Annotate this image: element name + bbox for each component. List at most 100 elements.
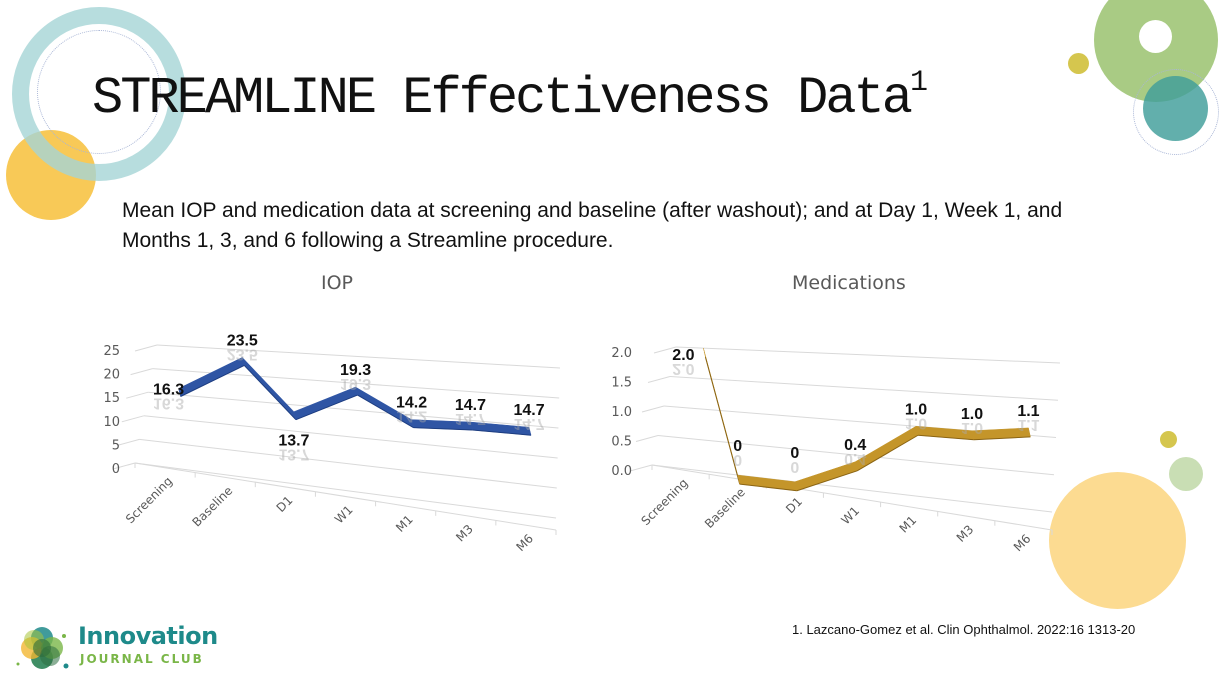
series-ribbon-edge [180, 364, 245, 397]
data-label-reflection: 1.1 [1017, 416, 1039, 433]
gridline [156, 344, 561, 369]
iop-chart-title: IOP [321, 272, 354, 294]
data-label: 14.2 [396, 395, 427, 412]
x-category-label: M3 [954, 522, 977, 545]
y-tick-label: 0.5 [611, 435, 632, 450]
deco-dotted-ring-left [37, 30, 161, 154]
data-label: 14.7 [455, 397, 486, 414]
deco-pale-green-circle [1169, 457, 1203, 491]
gridline-side [653, 346, 677, 354]
series-ribbon-edge [704, 357, 741, 485]
medications-chart: 0.0 0.5 1.0 1.5 2.0 Screening Baseline D1 W1 M1 M3… [611, 346, 1061, 555]
data-label-reflection: 14.2 [396, 408, 427, 425]
medications-chart-title: Medications [792, 272, 906, 294]
gridline [657, 435, 1055, 476]
y-tick-label: 1.0 [611, 405, 632, 420]
x-category-label: M1 [393, 512, 416, 535]
data-label: 1.0 [961, 406, 983, 423]
data-label-reflection: 14.7 [455, 410, 486, 427]
gridline [139, 438, 557, 489]
gridline-side [134, 344, 158, 352]
y-tick-label: 1.5 [611, 376, 632, 391]
slide-title-text: STREAMLINE Effectiveness Data [92, 69, 913, 128]
y-tick-label: 0.0 [611, 464, 632, 479]
x-axis-line [651, 464, 1053, 531]
data-label: 0.4 [844, 437, 866, 454]
gridline-side [629, 464, 653, 472]
data-label: 16.3 [153, 382, 184, 399]
series-ribbon-edge [856, 434, 919, 472]
y-tick-label: 0 [112, 462, 120, 477]
x-category-label: Screening [638, 476, 690, 528]
iop-chart: 0 5 10 15 20 25 Screening Baseline D1 W1 M1 M3 M6 16.… [103, 332, 561, 554]
series-ribbon-edge [917, 434, 975, 441]
data-label-reflection: 2.0 [672, 360, 694, 377]
gridline-side [112, 462, 136, 470]
y-tick-label: 25 [103, 344, 120, 359]
data-label-reflection: 0 [733, 451, 742, 468]
data-label: 1.1 [1017, 403, 1039, 420]
series-ribbon-edge [357, 394, 414, 429]
x-category-label: M6 [1011, 532, 1034, 555]
series-ribbon-edge [973, 436, 1031, 441]
footnote-citation: 1. Lazcano-Gomez et al. Clin Ophthalmol.… [792, 622, 1136, 637]
gridline [675, 346, 1061, 364]
gridline [143, 415, 558, 459]
series-ribbon-edge [472, 429, 532, 436]
gridline [651, 464, 1053, 513]
x-category-label: D1 [783, 494, 805, 516]
innovation-journal-club-logo: Innovation JOURNAL CLUB [12, 620, 222, 676]
data-label-reflection: 23.5 [227, 345, 258, 362]
data-label: 14.7 [513, 402, 544, 419]
gridline-side [126, 391, 149, 399]
x-category-label: Baseline [189, 484, 235, 530]
data-label: 2.0 [672, 347, 694, 364]
slide-subtitle: Mean IOP and medication data at screenin… [122, 199, 1063, 252]
data-label-reflection: 1.0 [961, 419, 983, 436]
x-category-label: D1 [274, 493, 296, 515]
data-label: 23.5 [227, 332, 258, 349]
gridline-side [647, 376, 671, 383]
series-ribbon-edge [243, 365, 297, 421]
x-category-label: Baseline [702, 485, 748, 531]
deco-white-hole [1139, 20, 1172, 53]
deco-olive-dot-bottom [1160, 431, 1177, 448]
series-ribbon-edge [739, 483, 797, 492]
data-label-reflection: 0 [790, 458, 799, 475]
deco-olive-dot-top [1068, 53, 1089, 74]
x-category-label: W1 [838, 504, 862, 528]
gridline [134, 462, 557, 519]
y-tick-label: 20 [103, 368, 120, 383]
series-ribbon-edge [413, 427, 473, 431]
data-label-reflection: 0.4 [844, 450, 866, 467]
data-label-reflection: 14.7 [513, 415, 544, 432]
series-ribbon-edge [796, 470, 858, 492]
y-tick-label: 10 [103, 415, 120, 430]
y-tick-label: 5 [112, 438, 120, 453]
data-label-reflection: 1.0 [905, 414, 927, 431]
data-label-reflection: 19.3 [340, 375, 371, 392]
data-label-reflection: 13.7 [278, 446, 309, 463]
data-label: 0 [790, 445, 799, 462]
y-tick-label: 2.0 [611, 346, 632, 361]
gridline-side [641, 405, 665, 413]
data-label: 0 [733, 438, 742, 455]
logo-subtitle: JOURNAL CLUB [80, 652, 204, 666]
x-axis-line [134, 462, 557, 531]
data-label: 1.0 [905, 401, 927, 418]
gridline-side [635, 435, 659, 442]
series-ribbon-segment [737, 474, 798, 492]
x-category-label: Screening [123, 474, 175, 526]
gridline-side [130, 368, 153, 376]
deco-dotted-ring-right [1133, 69, 1219, 155]
data-label: 19.3 [340, 362, 371, 379]
gridline-side [121, 415, 144, 423]
deco-pale-yellow-circle [1049, 472, 1186, 609]
series-ribbon-edge [295, 394, 358, 421]
gridline [669, 376, 1059, 401]
data-label: 13.7 [278, 433, 309, 450]
y-tick-label: 15 [103, 391, 120, 406]
series-ribbon-segment [241, 356, 297, 421]
title-superscript: 1 [909, 66, 928, 100]
